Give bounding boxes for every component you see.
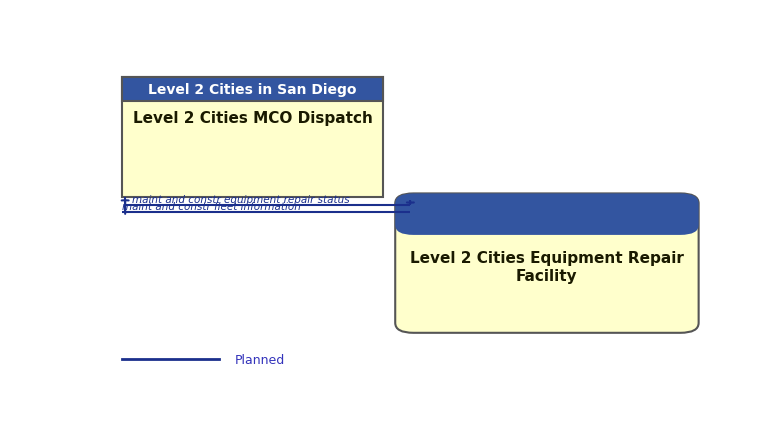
Text: Level 2 Cities MCO Dispatch: Level 2 Cities MCO Dispatch [132,111,373,126]
Bar [122,78,383,101]
Text: Planned: Planned [234,353,285,366]
FancyBboxPatch shape [395,194,698,333]
Bar [413,214,680,225]
Text: Level 2 Cities in San Diego: Level 2 Cities in San Diego [148,83,357,97]
Text: maint and constr fleet information: maint and constr fleet information [122,201,301,211]
Text: Level 2 Cities Equipment Repair
Facility: Level 2 Cities Equipment Repair Facility [410,251,684,283]
Bar [122,78,383,197]
Bar [122,78,383,101]
Text: maint and constr equipment repair status: maint and constr equipment repair status [132,195,350,205]
FancyBboxPatch shape [395,194,698,235]
